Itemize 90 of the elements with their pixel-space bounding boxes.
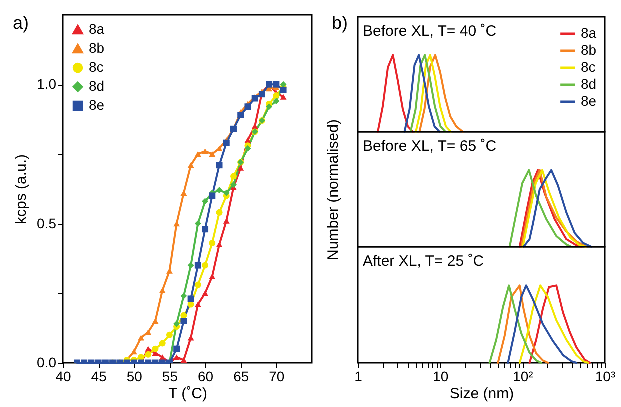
point — [216, 242, 223, 248]
legend-label: 8a — [89, 21, 105, 37]
point — [145, 346, 152, 352]
legend-label: 8c — [89, 59, 104, 75]
point — [174, 354, 180, 360]
point — [209, 192, 216, 200]
point — [152, 318, 159, 324]
point — [194, 282, 202, 288]
point — [216, 162, 223, 169]
legend-label: 8d — [89, 78, 105, 94]
point — [202, 262, 209, 269]
point — [273, 92, 280, 99]
point — [188, 262, 194, 269]
x-tick-label: 10³ — [595, 368, 616, 384]
x-tick-label: 10² — [513, 368, 534, 384]
point — [138, 335, 144, 341]
point — [273, 81, 280, 88]
point — [216, 187, 223, 194]
legend-label: 8a — [581, 25, 597, 41]
point — [194, 262, 202, 269]
point — [202, 226, 209, 233]
point — [166, 332, 173, 338]
point — [209, 151, 216, 158]
point — [188, 162, 194, 168]
legend-label: 8b — [89, 40, 105, 56]
x-tick-label: 1 — [354, 368, 363, 384]
point — [180, 292, 188, 300]
point — [174, 320, 180, 328]
point — [188, 335, 194, 341]
x-axis-title: T (˚C) — [168, 386, 208, 402]
point — [238, 165, 244, 171]
point — [174, 220, 180, 227]
x-tick-label: 65 — [234, 368, 250, 384]
point — [174, 346, 180, 352]
y-axis-title: Number (normalised) — [325, 119, 342, 260]
point — [216, 209, 223, 216]
chart-title: After XL, T= 25 ˚C — [363, 253, 484, 270]
x-tick-label: 55 — [162, 368, 178, 384]
x-tick-label: 70 — [269, 368, 285, 384]
legend-label: 8e — [581, 93, 597, 109]
point — [209, 240, 216, 247]
legend-label: 8e — [89, 97, 105, 113]
y-tick-label: 0.5 — [37, 215, 57, 232]
point — [244, 104, 252, 110]
point — [266, 104, 273, 110]
point — [202, 198, 209, 205]
point — [223, 140, 230, 146]
point — [180, 318, 188, 324]
point — [209, 274, 216, 280]
x-tick-label: 45 — [91, 368, 108, 384]
point — [180, 357, 188, 363]
chart-title: Before XL, T= 65 ˚C — [363, 138, 497, 155]
point — [194, 302, 202, 308]
x-tick-label: 10 — [433, 368, 449, 384]
point — [130, 349, 138, 355]
legend-label: 8b — [581, 42, 597, 58]
point — [138, 354, 144, 361]
text: b) — [332, 13, 348, 34]
x-tick-label: 50 — [126, 368, 143, 384]
point — [252, 124, 258, 130]
point — [194, 151, 202, 158]
chart-title: Before XL, T= 40 ˚C — [363, 23, 497, 40]
point — [159, 288, 166, 294]
text: a) — [13, 13, 30, 34]
x-tick-label: 60 — [198, 368, 214, 384]
point — [145, 330, 152, 336]
legend-label: 8d — [581, 76, 597, 92]
point — [223, 190, 230, 196]
point — [280, 94, 287, 100]
y-tick-label: 0.0 — [37, 354, 57, 370]
point — [273, 98, 280, 105]
point — [244, 145, 252, 152]
point — [238, 112, 244, 118]
point — [244, 137, 252, 144]
y-tick-label: 1.0 — [37, 76, 57, 92]
point — [194, 220, 202, 228]
point — [223, 218, 230, 224]
point — [202, 148, 209, 154]
legend-label: 8c — [581, 59, 596, 75]
x-tick-label: 40 — [56, 368, 72, 384]
point — [230, 182, 237, 188]
point — [230, 173, 237, 180]
point — [159, 340, 166, 347]
x-axis-title: Size (nm) — [450, 386, 514, 402]
point — [188, 296, 194, 302]
point — [152, 346, 159, 352]
point — [180, 190, 188, 196]
point — [202, 290, 209, 296]
point — [145, 351, 152, 358]
y-axis-title: kcps (a.u.) — [13, 154, 30, 225]
